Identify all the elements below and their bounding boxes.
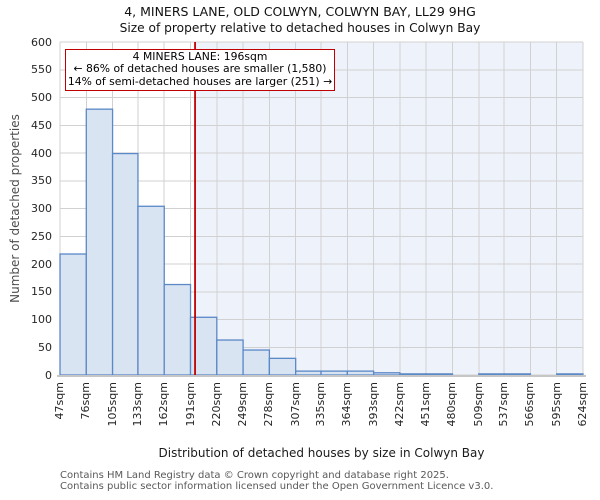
x-tick-label: 47sqm: [53, 382, 66, 420]
histogram-bar: [242, 349, 271, 376]
y-tick-label: 350: [31, 174, 52, 188]
x-tick-label: 624sqm: [576, 382, 589, 427]
x-tick-label: 249sqm: [236, 382, 250, 427]
attribution-line-2: Contains public sector information licen…: [60, 481, 494, 492]
x-tick-label: 278sqm: [262, 382, 276, 427]
chart-title: 4, MINERS LANE, OLD COLWYN, COLWYN BAY, …: [124, 4, 476, 19]
x-tick-label: 451sqm: [419, 382, 433, 427]
chart-subtitle: Size of property relative to detached ho…: [119, 21, 481, 35]
x-tick-label: 76sqm: [79, 382, 93, 420]
annotation-box: 4 MINERS LANE: 196sqm ← 86% of detached …: [65, 49, 335, 92]
x-tick-label: 191sqm: [183, 382, 197, 427]
y-tick-label: 0: [45, 368, 52, 382]
y-tick-label: 150: [31, 285, 52, 299]
histogram-bar: [59, 253, 87, 376]
histogram-bar: [295, 370, 322, 376]
annotation-line-3: 14% of semi-detached houses are larger (…: [67, 74, 333, 88]
x-axis-baseline: [57, 374, 586, 378]
y-tick-label: 450: [31, 118, 52, 132]
y-tick-label: 550: [31, 63, 52, 77]
y-tick-label: 400: [31, 146, 52, 160]
x-tick-label: 566sqm: [523, 382, 537, 427]
y-tick-label: 200: [31, 257, 52, 271]
histogram-bar: [372, 372, 401, 376]
annotation-line-1: 4 MINERS LANE: 196sqm: [132, 50, 268, 63]
y-tick-label: 300: [31, 202, 52, 215]
x-tick-label: 509sqm: [471, 382, 485, 427]
attribution-line-1: Contains HM Land Registry data © Crown c…: [60, 470, 449, 481]
x-tick-label: 480sqm: [445, 382, 459, 427]
histogram-bar: [85, 108, 114, 376]
x-tick-label: 393sqm: [366, 382, 380, 427]
x-tick-label: 105sqm: [105, 382, 119, 427]
x-tick-label: 364sqm: [340, 382, 354, 427]
histogram-bar: [111, 152, 139, 376]
x-tick-label: 595sqm: [549, 382, 563, 427]
histogram-bar: [216, 339, 244, 376]
x-tick-label: 335sqm: [314, 382, 328, 427]
y-tick-label: 600: [31, 35, 52, 49]
x-tick-label: 537sqm: [497, 382, 511, 427]
histogram-bar: [320, 370, 348, 376]
histogram-bar: [163, 283, 192, 376]
y-tick-label: 500: [31, 91, 52, 104]
histogram-bar: [346, 370, 375, 376]
histogram-bar: [137, 205, 165, 376]
x-tick-label: 162sqm: [157, 382, 171, 427]
histogram-bar: [268, 357, 297, 376]
x-tick-label: 307sqm: [288, 382, 302, 427]
x-axis-title: Distribution of detached houses by size …: [158, 446, 485, 460]
y-tick-label: 250: [31, 229, 52, 243]
x-tick-label: 133sqm: [130, 382, 144, 427]
y-tick-label: 50: [38, 340, 52, 354]
x-tick-label: 220sqm: [209, 382, 223, 427]
y-tick-label: 100: [31, 313, 52, 326]
x-tick-label: 422sqm: [392, 382, 406, 427]
annotation-line-2: ← 86% of detached houses are smaller (1,…: [73, 62, 327, 76]
